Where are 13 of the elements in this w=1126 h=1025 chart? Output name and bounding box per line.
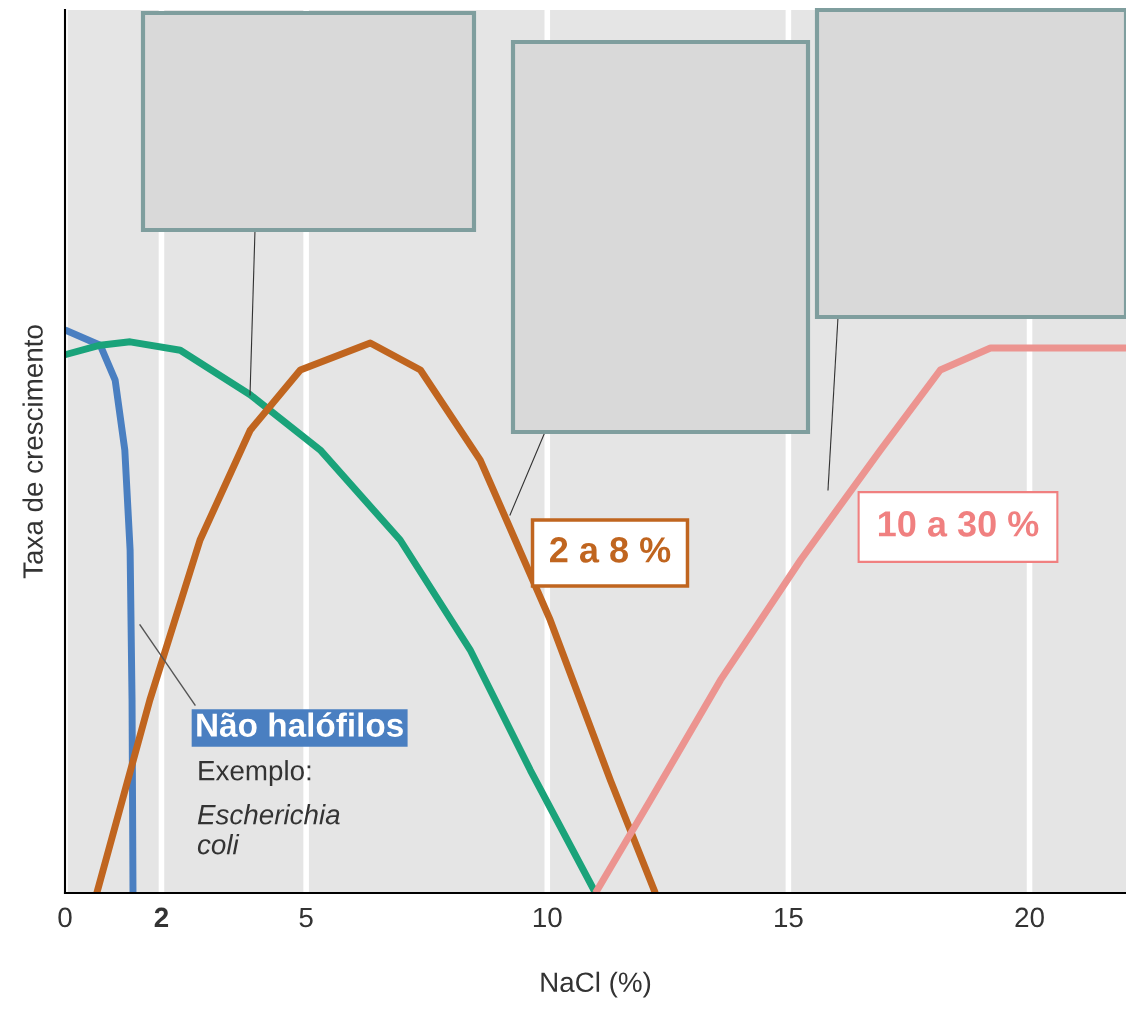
annotation: Não halófilos	[197, 712, 403, 737]
x-axis-title: NaCl (%)	[541, 971, 651, 998]
annotation: Exemplo:	[199, 760, 311, 786]
x-tick-label: 15	[775, 907, 803, 928]
y-axis-title: Taxa de crescimento	[22, 325, 43, 579]
x-tick-label: 10	[533, 907, 562, 928]
x-tick-label: 2	[154, 907, 169, 928]
annotation: Escherichia coli	[197, 804, 340, 855]
x-tick-label: 0	[58, 907, 72, 928]
annotation: 10 a 30 %	[878, 511, 1039, 537]
x-tick-label: 20	[1015, 907, 1044, 928]
annotation: 2 a 8 %	[550, 537, 671, 563]
x-tick-label: 5	[299, 907, 313, 928]
